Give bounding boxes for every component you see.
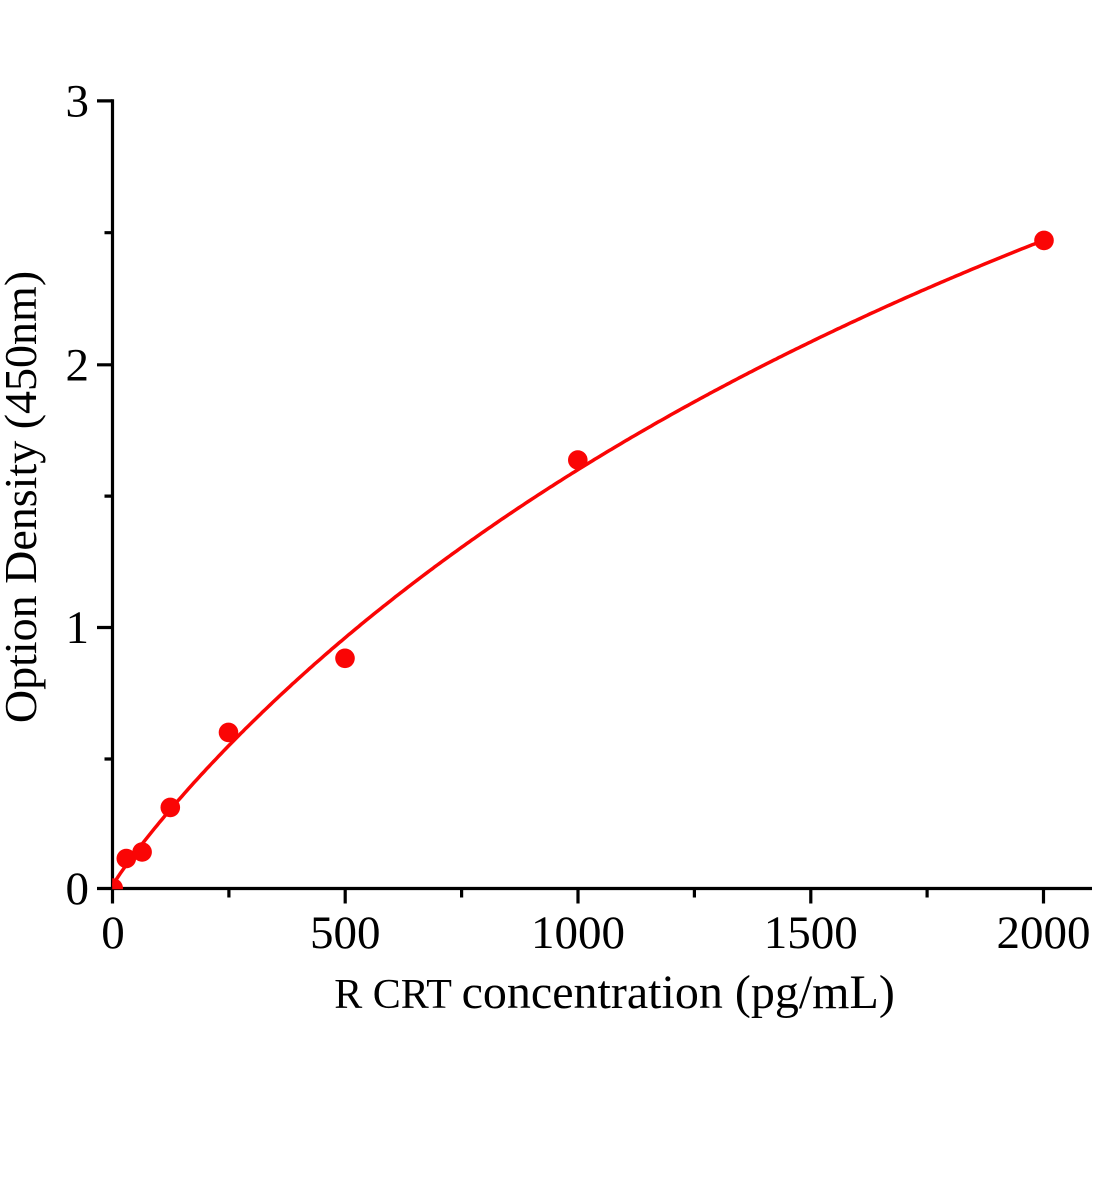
svg-text:Option Density (450nm): Option Density (450nm): [0, 271, 46, 723]
svg-text:500: 500: [310, 907, 381, 959]
svg-text:2000: 2000: [997, 907, 1091, 959]
svg-text:1000: 1000: [531, 907, 625, 959]
svg-text:1: 1: [66, 602, 90, 654]
svg-text:0: 0: [66, 863, 90, 915]
svg-text:2: 2: [66, 339, 90, 391]
svg-text:R CRT concentration (pg/mL): R CRT concentration (pg/mL): [334, 966, 895, 1019]
svg-text:1500: 1500: [764, 907, 858, 959]
svg-text:3: 3: [66, 75, 90, 127]
svg-text:0: 0: [101, 907, 125, 959]
